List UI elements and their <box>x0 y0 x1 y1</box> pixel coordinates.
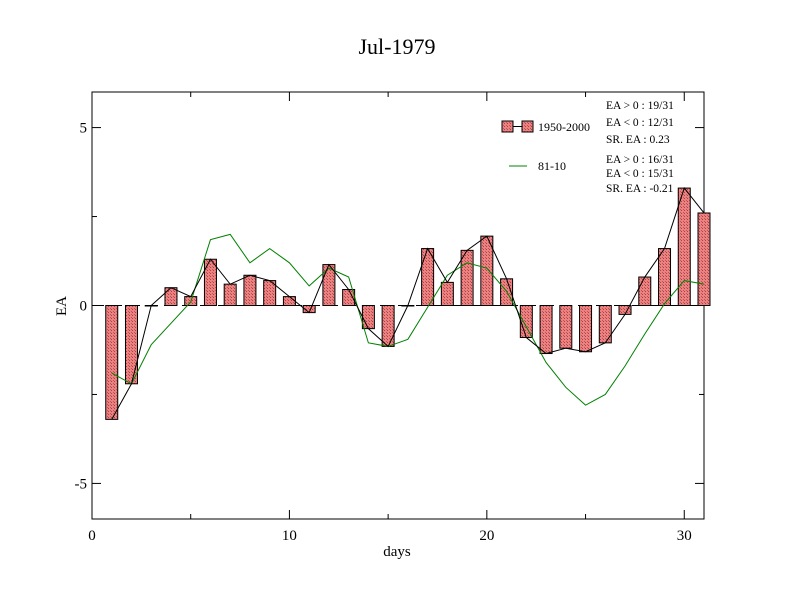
bar-day-24 <box>559 305 573 349</box>
bar-day-20 <box>480 235 494 306</box>
bar-day-15 <box>381 305 395 347</box>
bar-day-18 <box>440 281 454 306</box>
stat-81-10-pos: EA > 0 : 16/31 <box>606 154 674 166</box>
bar-day-29 <box>658 248 672 306</box>
stat-1950-2000-pos: EA > 0 : 19/31 <box>606 100 674 112</box>
chart-title: Jul-1979 <box>359 34 436 59</box>
legend-swatch-1950-2000-b <box>521 120 534 133</box>
bar-day-8 <box>243 274 257 307</box>
bar-day-23 <box>539 305 553 355</box>
x-tick-label: 0 <box>88 528 96 544</box>
stat-1950-2000-sr: SR. EA : 0.23 <box>606 134 670 146</box>
bar-day-10 <box>282 296 296 306</box>
line-series <box>111 187 705 420</box>
bar-day-14 <box>361 305 375 330</box>
legend-label-81-10: 81-10 <box>538 159 566 173</box>
x-tick-label: 10 <box>282 528 297 544</box>
axis-ticks: 0 10 20 30 -5 0 5 <box>75 92 704 544</box>
legend-swatch-1950-2000 <box>501 120 514 133</box>
bar-day-12 <box>322 264 336 306</box>
bar-day-17 <box>421 248 435 306</box>
bar-day-19 <box>460 249 474 307</box>
line-1950-2000 <box>111 187 705 420</box>
y-tick-label: 5 <box>80 121 88 137</box>
x-axis-label: days <box>383 544 411 560</box>
y-tick-label: 0 <box>80 299 88 315</box>
line-81-10 <box>111 233 705 406</box>
bar-day-30 <box>677 187 691 306</box>
x-tick-label: 20 <box>479 528 494 544</box>
stat-1950-2000-neg: EA < 0 : 12/31 <box>606 117 674 129</box>
legend-label-1950-2000: 1950-2000 <box>538 120 590 134</box>
x-tick-label: 30 <box>677 528 692 544</box>
bar-day-28 <box>638 276 652 306</box>
bar-day-4 <box>164 287 178 307</box>
stat-81-10-sr: SR. EA : -0.21 <box>606 183 674 195</box>
stat-81-10-neg: EA < 0 : 15/31 <box>606 168 674 180</box>
y-axis-label: EA <box>54 296 70 316</box>
bar-day-7 <box>223 283 237 306</box>
y-tick-label: -5 <box>75 476 88 492</box>
bar-day-31 <box>697 212 711 307</box>
legend: 1950-2000 81-10 EA > 0 : 19/31 EA < 0 : … <box>501 100 674 195</box>
bar-series-1950-2000 <box>105 187 711 420</box>
bar-day-25 <box>579 305 593 353</box>
bar-day-22 <box>519 305 533 339</box>
bar-day-2 <box>124 305 138 385</box>
bar-day-1 <box>105 305 119 420</box>
